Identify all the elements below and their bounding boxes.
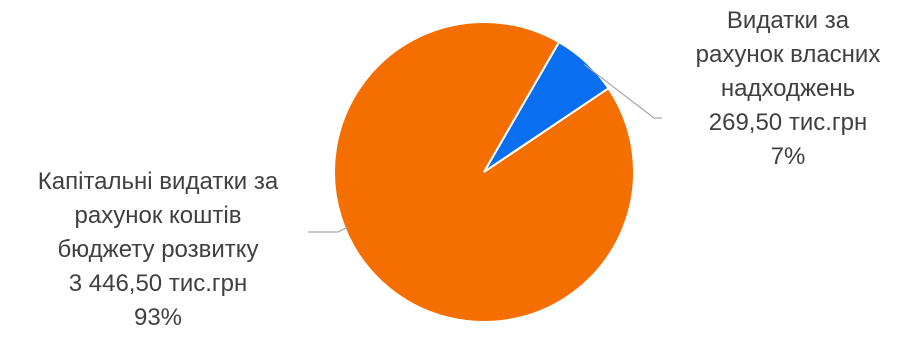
- slice-label-line: Видатки за: [678, 4, 898, 38]
- slice-label-line: бюджету розвитку: [6, 233, 310, 267]
- slice-label-line: рахунок власних: [678, 38, 898, 72]
- slice-amount: 3 446,50 тис.грн: [6, 267, 310, 301]
- slice-amount: 269,50 тис.грн: [678, 106, 898, 140]
- slice-label-line: надходжень: [678, 72, 898, 106]
- slice-percent: 7%: [678, 140, 898, 174]
- slice-label-development-budget: Капітальні видатки за рахунок коштів бюд…: [6, 165, 310, 335]
- slice-label-line: рахунок коштів: [6, 199, 310, 233]
- slice-label-own-revenue: Видатки за рахунок власних надходжень 26…: [678, 4, 898, 174]
- slice-label-line: Капітальні видатки за: [6, 165, 310, 199]
- leader-line-development-budget: [308, 227, 348, 232]
- slice-percent: 93%: [6, 301, 310, 335]
